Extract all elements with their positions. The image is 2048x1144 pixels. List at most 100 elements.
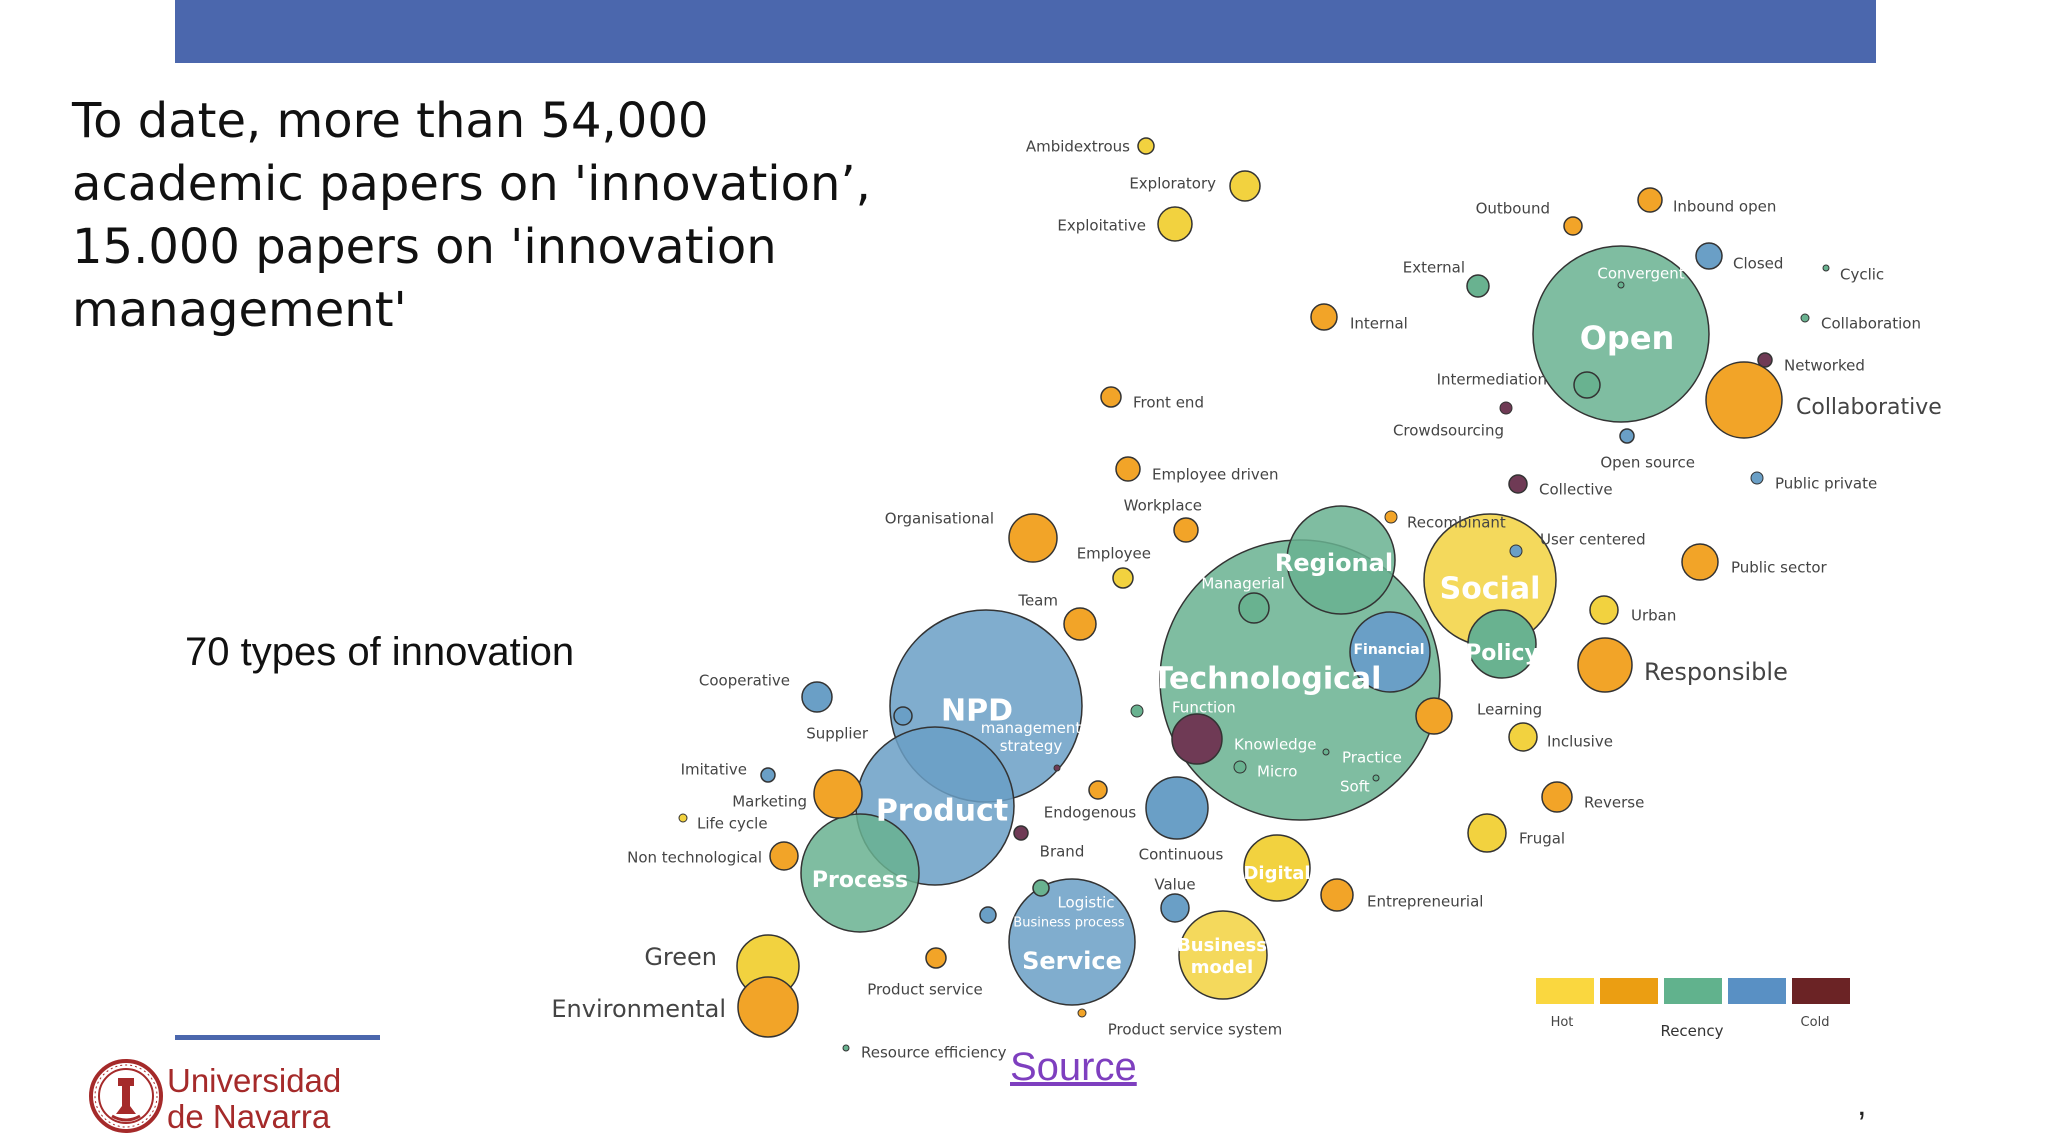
- legend-title: Recency: [1660, 1022, 1723, 1040]
- bubble-cyclic: [1822, 264, 1830, 272]
- bubble-supplier: [893, 706, 913, 726]
- bubble-networked: [1757, 352, 1773, 368]
- headline: To date, more than 54,000 academic paper…: [72, 93, 871, 338]
- source-link[interactable]: Source: [1010, 1045, 1137, 1089]
- label-digital: Digital: [1243, 863, 1310, 884]
- label-outbound: Outbound: [1476, 200, 1550, 218]
- label-reverse: Reverse: [1584, 794, 1644, 812]
- label-workplace: Workplace: [1124, 497, 1202, 515]
- bubble-exploitative: [1157, 206, 1193, 242]
- bubble-public-private: [1750, 471, 1764, 485]
- bubble-resource-efficiency: [842, 1044, 850, 1052]
- legend-swatch-5: [1792, 978, 1850, 1004]
- label-financial: Financial: [1353, 642, 1424, 658]
- university-wordmark: Universidad de Navarra: [167, 1063, 341, 1135]
- label-public-private: Public private: [1775, 475, 1877, 493]
- label-networked: Networked: [1784, 357, 1865, 375]
- corner-mark: ‚: [1858, 1085, 1866, 1123]
- label-resource-efficiency: Resource efficiency: [861, 1044, 1007, 1062]
- bubble-entrepreneurial: [1320, 878, 1354, 912]
- label-product-service: Product service: [867, 981, 982, 999]
- types-of-innovation-caption: 70 types of innovation: [185, 630, 575, 674]
- label-exploitative: Exploitative: [1057, 217, 1146, 235]
- bubble-logistic: [1032, 879, 1050, 897]
- label-public-sector: Public sector: [1731, 559, 1828, 577]
- label-intermediation: Intermediation: [1437, 371, 1547, 389]
- label-business-model: Business model: [1177, 935, 1267, 978]
- label-frugal: Frugal: [1519, 830, 1565, 848]
- bubble-open-source: [1619, 428, 1635, 444]
- label-logistic: Logistic: [1057, 894, 1114, 912]
- label-user-centered: User centered: [1540, 531, 1646, 549]
- label-exploratory: Exploratory: [1129, 175, 1216, 193]
- label-entrepreneurial: Entrepreneurial: [1367, 893, 1483, 911]
- label-life-cycle: Life cycle: [697, 815, 768, 833]
- bubble-endogenous: [1088, 780, 1108, 800]
- bubble-product-service: [925, 947, 947, 969]
- bubble-function: [1130, 704, 1144, 718]
- bubble-micro: [1233, 760, 1247, 774]
- legend-swatch-4: [1728, 978, 1786, 1004]
- label-collaborative: Collaborative: [1796, 395, 1942, 420]
- bubble-front-end: [1100, 386, 1122, 408]
- bubble-employee-driven: [1115, 456, 1141, 482]
- label-npd: NPD: [941, 694, 1013, 729]
- bubble-outbound: [1563, 216, 1583, 236]
- bubble-non-technological: [769, 841, 799, 871]
- label-regional: Regional: [1275, 549, 1393, 577]
- label-collaboration: Collaboration: [1821, 315, 1921, 333]
- label-managerial: Managerial: [1201, 575, 1284, 593]
- label-imitative: Imitative: [681, 761, 747, 779]
- bubble-environmental: [737, 976, 799, 1038]
- label-open-source: Open source: [1600, 454, 1695, 472]
- bubble-organisational: [1008, 513, 1058, 563]
- label-external: External: [1403, 259, 1465, 277]
- bubble-ambidextrous: [1137, 137, 1155, 155]
- bubble-inbound-open: [1637, 187, 1663, 213]
- bubble-practice: [1322, 748, 1330, 756]
- label-practice: Practice: [1342, 749, 1402, 767]
- label-ambidextrous: Ambidextrous: [1026, 138, 1130, 156]
- legend-hot-label: Hot: [1551, 1015, 1574, 1030]
- bubble-responsible: [1577, 637, 1633, 693]
- label-marketing: Marketing: [732, 793, 807, 811]
- label-environmental: Environmental: [551, 995, 726, 1023]
- label-collective: Collective: [1539, 481, 1613, 499]
- logo-divider: [175, 1035, 380, 1040]
- bubble-financial: [1349, 611, 1431, 693]
- label-micro: Micro: [1257, 763, 1297, 781]
- bubble-policy: [1467, 609, 1537, 679]
- bubble-marketing: [813, 769, 863, 819]
- bubble-service: [1008, 878, 1136, 1006]
- recency-legend: Hot Recency Cold: [1536, 978, 1850, 1040]
- bubble-value: [1160, 893, 1190, 923]
- top-banner-bar: [175, 0, 1876, 63]
- bubble-intermediation: [1573, 371, 1601, 399]
- label-function: Function: [1172, 699, 1236, 717]
- bubble-regional: [1286, 505, 1396, 615]
- bubble-labels-layer: Ambidextrous Exploratory Exploitative Outbo…: [551, 138, 1941, 1062]
- bubble-brand: [1013, 825, 1029, 841]
- bubble-collaboration: [1800, 313, 1810, 323]
- logo-line-2: de Navarra: [167, 1098, 331, 1135]
- bubble-recombinant: [1384, 510, 1398, 524]
- label-organisational: Organisational: [885, 510, 994, 528]
- university-seal-icon: [89, 1059, 163, 1133]
- bubble-business-model: [1178, 910, 1268, 1000]
- bubble-team: [1063, 607, 1097, 641]
- bubble-public-sector: [1681, 543, 1719, 581]
- logo-line-1: Universidad: [167, 1062, 342, 1099]
- label-inbound-open: Inbound open: [1673, 198, 1776, 216]
- label-business-process: Business process: [1013, 916, 1125, 931]
- label-social: Social: [1440, 572, 1541, 607]
- legend-swatch-2: [1600, 978, 1658, 1004]
- label-technological: Technological: [1153, 662, 1382, 697]
- label-service: Service: [1022, 947, 1122, 975]
- bubble-cooperative: [801, 681, 833, 713]
- label-employee: Employee: [1077, 545, 1151, 563]
- label-internal: Internal: [1350, 315, 1408, 333]
- bubble-digital: [1243, 834, 1311, 902]
- bubble-convergent: [1617, 281, 1625, 289]
- label-recombinant: Recombinant: [1407, 514, 1506, 532]
- label-management-strategy: management strategy: [981, 719, 1082, 755]
